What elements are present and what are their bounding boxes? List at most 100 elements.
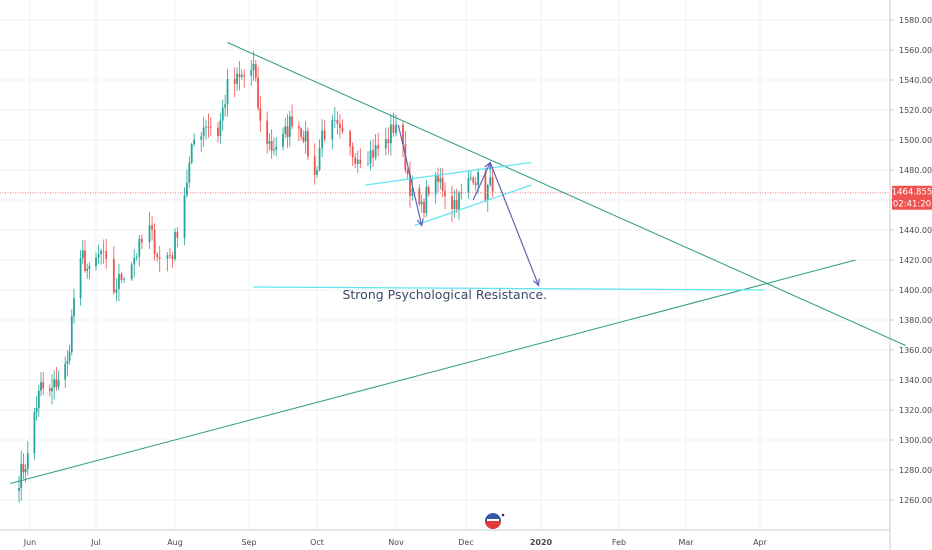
- resistance-line[interactable]: [253, 286, 765, 291]
- candle: [174, 228, 176, 262]
- candle: [288, 110, 291, 147]
- candle: [156, 252, 159, 262]
- candle-body: [288, 116, 291, 137]
- candle: [207, 113, 210, 139]
- candle: [64, 356, 67, 388]
- candle-body: [26, 453, 29, 469]
- arrow-head: [533, 278, 540, 287]
- y-tick-label: 1420.000: [899, 256, 932, 265]
- candle: [84, 240, 86, 273]
- candle: [138, 234, 141, 267]
- candle: [304, 121, 307, 154]
- candle-body: [411, 188, 414, 196]
- candle: [339, 113, 341, 139]
- channel-upper-line[interactable]: [365, 161, 532, 186]
- candle-body: [333, 119, 336, 121]
- candle-body: [270, 141, 273, 151]
- projection-arrow[interactable]: [489, 162, 540, 287]
- candle-body: [174, 231, 176, 259]
- candle-body: [477, 172, 479, 186]
- candle-body: [395, 124, 397, 133]
- candle: [302, 130, 305, 144]
- y-tick-label: 1520.000: [899, 106, 932, 115]
- candle-body: [95, 257, 97, 267]
- candle-body: [313, 156, 316, 175]
- candle-body: [73, 298, 75, 317]
- candle-body: [439, 178, 442, 182]
- candle: [95, 252, 97, 271]
- candle: [291, 104, 293, 130]
- candle-body: [202, 127, 205, 137]
- candle-body: [64, 363, 67, 380]
- candle: [257, 66, 259, 111]
- candle: [97, 244, 100, 265]
- candle: [439, 167, 442, 190]
- projection-arrow[interactable]: [397, 124, 424, 227]
- annotation-text[interactable]: Strong Psychological Resistance.: [342, 287, 547, 302]
- candle-body: [418, 188, 421, 205]
- candle: [158, 246, 161, 272]
- candle: [254, 60, 257, 83]
- channel-lower-line[interactable]: [414, 184, 532, 227]
- candle: [418, 184, 421, 207]
- candle-body: [240, 75, 243, 78]
- candle-body: [176, 231, 179, 238]
- candle-body: [130, 264, 133, 280]
- candle: [238, 60, 241, 91]
- candle: [313, 143, 316, 185]
- time-axis[interactable]: Jun Jul Aug Sep Oct Nov Dec 2020 Feb Mar Apr: [23, 538, 768, 547]
- candle-body: [153, 229, 156, 255]
- candlestick-series: [18, 51, 494, 503]
- arrow-shaft: [489, 162, 540, 286]
- candle-body: [484, 172, 487, 201]
- candle-body: [81, 250, 84, 259]
- candle-body: [151, 225, 153, 230]
- candle-body: [297, 126, 300, 129]
- candle-body: [266, 120, 269, 144]
- candle: [86, 263, 89, 279]
- candle-body: [40, 382, 42, 391]
- candle: [372, 139, 374, 168]
- downtrend-line[interactable]: [227, 42, 906, 346]
- candle-body: [68, 351, 71, 361]
- candle: [406, 168, 409, 179]
- candle: [55, 366, 58, 391]
- candle-body: [351, 146, 354, 158]
- candle: [73, 288, 75, 324]
- candle-body: [304, 131, 307, 142]
- candle-body: [460, 192, 463, 194]
- candle: [323, 120, 326, 143]
- price-axis[interactable]: 1580.000 1560.000 1540.000 1520.000 1500.000…: [890, 16, 932, 505]
- candle-body: [221, 107, 224, 121]
- candle-body: [66, 360, 69, 364]
- y-tick-label: 1540.000: [899, 76, 932, 85]
- candle: [81, 239, 84, 265]
- x-tick-label: Sep: [241, 538, 256, 547]
- candle: [233, 67, 236, 98]
- candle-body: [166, 255, 169, 259]
- candle: [390, 114, 392, 156]
- candle: [188, 156, 191, 188]
- candle: [133, 249, 136, 278]
- candle: [153, 223, 156, 261]
- candle: [176, 227, 179, 248]
- candle: [240, 69, 243, 80]
- candle-body: [200, 136, 203, 140]
- candle: [270, 129, 273, 159]
- candle: [224, 94, 227, 117]
- candle-body: [291, 116, 293, 127]
- candle-body: [420, 201, 423, 205]
- candle-body: [354, 157, 357, 164]
- candle-body: [268, 141, 271, 144]
- candle-body: [316, 169, 318, 175]
- candle: [105, 238, 108, 269]
- candle: [151, 215, 153, 241]
- trend-drawings[interactable]: Strong Psychological Resistance.: [10, 42, 906, 484]
- candle-body: [233, 78, 236, 84]
- uptrend-line[interactable]: [10, 259, 856, 484]
- candle: [474, 177, 477, 191]
- candle-body: [22, 463, 25, 473]
- candle: [42, 371, 45, 396]
- candle: [453, 190, 456, 218]
